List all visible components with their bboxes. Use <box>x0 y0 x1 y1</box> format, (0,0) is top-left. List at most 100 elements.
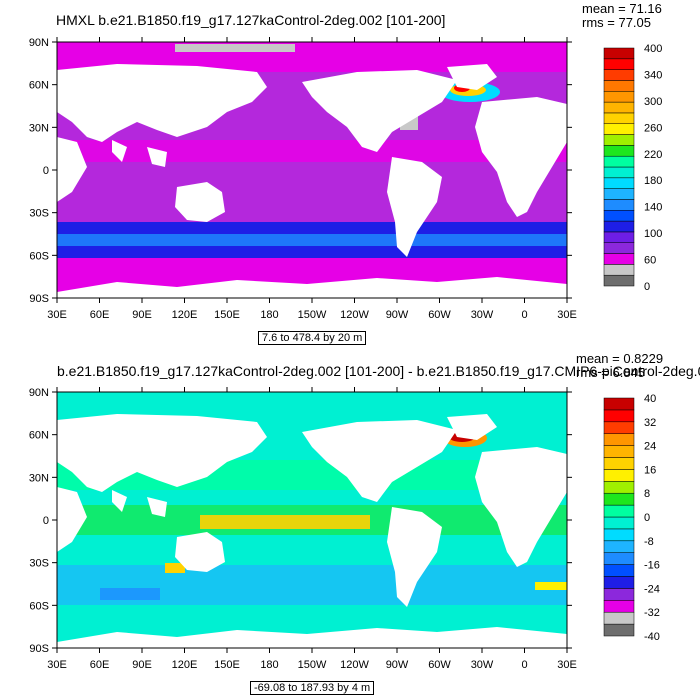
colorbar-swatch <box>603 210 635 222</box>
land-mask <box>57 414 567 648</box>
colorbar-label: -40 <box>644 631 660 643</box>
lon-label: 150W <box>298 659 327 671</box>
lat-label: 90S <box>29 293 49 305</box>
lon-label: 60W <box>428 659 451 671</box>
colorbar: 400 340 300 260 220 180 140 100 60 0 <box>603 43 662 293</box>
colorbar-label: -8 <box>644 536 654 548</box>
hmxl-panel: HMXL b.e21.B1850.f19_g17.127kaControl-2d… <box>29 1 662 345</box>
lon-label: 60E <box>90 309 110 321</box>
lon-label: 120W <box>340 659 369 671</box>
colorbar-swatch <box>603 564 635 577</box>
lon-label: 0 <box>521 659 527 671</box>
colorbar-swatch <box>603 80 635 92</box>
colorbar-swatch <box>603 492 635 506</box>
lat-label: 30S <box>29 208 49 220</box>
colorbar-swatch <box>603 600 635 613</box>
colorbar-label: 180 <box>644 175 662 187</box>
continent-4 <box>175 182 225 222</box>
lon-label: 60W <box>428 309 451 321</box>
colorbar-label: 140 <box>644 202 662 214</box>
continent-9 <box>57 627 567 648</box>
colorbar-label: -16 <box>644 560 660 572</box>
colorbar-label: 8 <box>644 488 650 500</box>
colorbar-swatch <box>603 397 635 411</box>
colorbar-swatch <box>603 540 635 553</box>
lon-label: 150E <box>214 659 240 671</box>
colorbar-swatch <box>603 481 635 494</box>
colorbar-swatch <box>603 199 635 211</box>
colorbar-label: 260 <box>644 122 662 134</box>
lon-label: 30E <box>47 309 67 321</box>
difference-map: 90N 60N 30N 0 30S 60S 90S 30E 60E 90E 120E 150E 180… <box>29 387 660 671</box>
continent-6 <box>447 414 497 440</box>
colorbar-swatch <box>603 166 635 179</box>
colorbar-swatch <box>603 445 635 458</box>
lon-label: 30E <box>557 309 577 321</box>
rms-value: rms = 77.05 <box>582 15 652 30</box>
lon-label: 90E <box>132 309 152 321</box>
colorbar-swatch <box>603 611 635 625</box>
lat-label: 30S <box>29 558 49 570</box>
colorbar-swatch <box>603 188 635 200</box>
lat-label: 30N <box>29 472 49 484</box>
continent-5 <box>302 70 457 152</box>
colorbar-swatch <box>603 469 635 482</box>
continent-0 <box>57 64 267 142</box>
colorbar-swatch <box>603 457 635 470</box>
colorbar-label: 0 <box>644 281 650 293</box>
colorbar-swatch <box>603 91 635 103</box>
continent-1 <box>57 487 87 552</box>
longitude-axis: 30E 60E 90E 120E 150E 180 150W 120W 90W 60W 30W 0 30… <box>47 37 577 321</box>
land-mask <box>57 64 567 298</box>
colorbar-swatch <box>603 623 635 637</box>
colorbar-label: 16 <box>644 464 656 476</box>
colorbar-swatch <box>603 274 635 287</box>
continent-4 <box>175 532 225 572</box>
lon-label: 120W <box>340 309 369 321</box>
continent-2 <box>112 140 127 162</box>
continent-3 <box>147 147 167 167</box>
lat-label: 60S <box>29 600 49 612</box>
lon-label: 120E <box>172 309 198 321</box>
colorbar-label: 32 <box>644 417 656 429</box>
colorbar-swatch <box>603 576 635 589</box>
lon-label: 60E <box>90 659 110 671</box>
colorbar-swatch <box>603 242 635 254</box>
colorbar: 40 32 24 16 8 0 -8 -16 -24 -32 -40 <box>603 393 660 643</box>
colorbar-label: 220 <box>644 149 662 161</box>
lat-label: 30N <box>29 122 49 134</box>
contour-range: -69.08 to 187.93 by 4 m <box>250 681 375 695</box>
lon-label: 150E <box>214 309 240 321</box>
colorbar-swatch <box>603 145 635 157</box>
colorbar-label: -32 <box>644 607 660 619</box>
latitude-axis: 90N 60N 30N 0 30S 60S 90S <box>29 387 572 655</box>
lat-label: 60N <box>29 430 49 442</box>
colorbar-swatch <box>603 177 635 189</box>
colorbar-swatch <box>603 516 635 530</box>
lon-label: 30E <box>47 659 67 671</box>
lat-label: 0 <box>43 515 49 527</box>
lon-label: 0 <box>521 309 527 321</box>
colorbar-swatch <box>603 264 635 276</box>
colorbar-label: 340 <box>644 69 662 81</box>
lat-label: 90S <box>29 643 49 655</box>
lat-label: 90N <box>29 387 49 399</box>
continent-7 <box>387 157 442 257</box>
rms-value: rms = 6.845 <box>576 365 646 380</box>
lon-label: 180 <box>260 309 278 321</box>
colorbar-swatch <box>603 588 635 601</box>
colorbar-label: -24 <box>644 583 660 595</box>
continent-2 <box>112 490 127 512</box>
lat-label: 0 <box>43 165 49 177</box>
colorbar-swatch <box>603 47 635 60</box>
panel-title: HMXL b.e21.B1850.f19_g17.127kaControl-2d… <box>56 12 446 28</box>
lon-label: 150W <box>298 309 327 321</box>
colorbar-swatch <box>603 58 635 70</box>
continent-7 <box>387 507 442 607</box>
lon-label: 30W <box>471 659 494 671</box>
continent-5 <box>302 420 457 502</box>
lon-label: 90W <box>386 309 409 321</box>
lat-label: 90N <box>29 37 49 49</box>
colorbar-swatch <box>603 528 635 542</box>
colorbar-swatch <box>603 253 635 265</box>
